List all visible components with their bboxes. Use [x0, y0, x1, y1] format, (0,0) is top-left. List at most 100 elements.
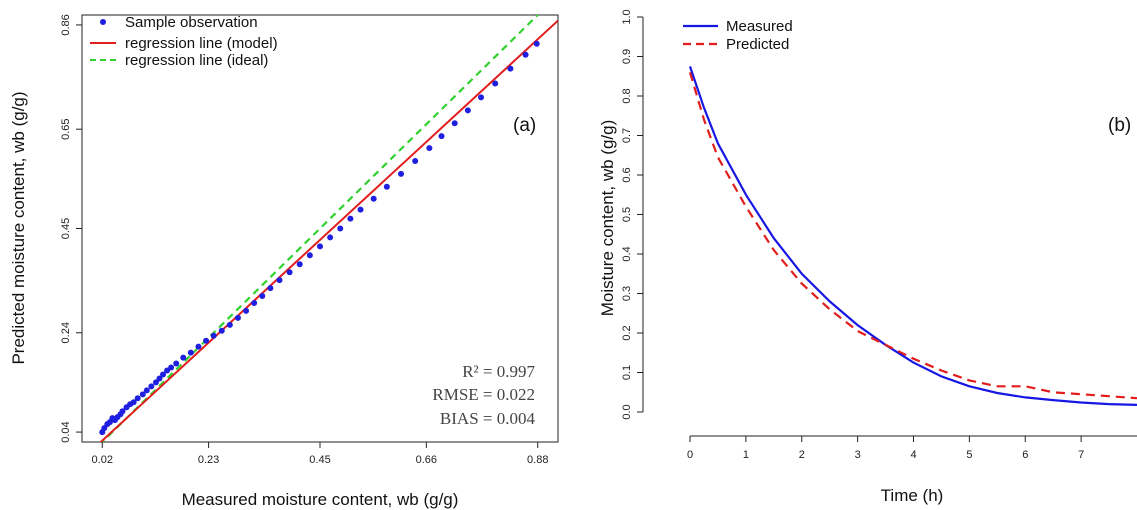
sample-observation-point: [296, 261, 303, 268]
sample-observation-point: [426, 145, 433, 152]
panel-b-y-tick-label: 0.6: [621, 167, 633, 182]
legend-marker-points: [100, 19, 106, 25]
panel-b-x-tick-label: 2: [799, 449, 805, 461]
sample-observation-point: [210, 332, 217, 339]
legend-label-ideal: regression line (ideal): [125, 52, 268, 69]
panel-a-scatter: 0.02 0.23 0.45 0.66 0.88 0.04 0.24 0.45 0.65 0.86…: [9, 14, 559, 509]
stat-r2: R² = 0.997: [462, 362, 535, 381]
panel-a-x-tick-label: 0.45: [309, 454, 330, 466]
sample-observation-point: [226, 321, 233, 328]
sample-observation-point: [251, 299, 258, 306]
panel-b-y-tick-label: 0.7: [621, 128, 633, 143]
panel-a-y-tick-label: 0.65: [60, 118, 72, 139]
sample-observation-point: [180, 354, 187, 361]
sample-observation-point: [451, 120, 458, 127]
panel-a-x-tick-label: 0.66: [416, 454, 437, 466]
sample-observation-point: [478, 94, 485, 101]
sample-observation-point: [464, 107, 471, 114]
legend-label-predicted: Predicted: [726, 36, 789, 53]
sample-observation-point: [438, 133, 445, 140]
sample-observation-point: [347, 215, 354, 222]
sample-observation-point: [134, 395, 141, 402]
panel-a-y-axis-title: Predicted moisture content, wb (g/g): [9, 91, 28, 364]
sample-observation-point: [507, 65, 514, 72]
sample-observation-point: [243, 307, 250, 314]
panel-b-x-tick-label: 5: [966, 449, 972, 461]
panel-a-y-tick-label: 0.04: [60, 421, 72, 442]
panel-a-x-tick-label: 0.88: [527, 454, 548, 466]
panel-b-y-tick-label: 0.5: [621, 207, 633, 222]
sample-observation-point: [522, 51, 529, 58]
panel-b-x-tick-label: 3: [855, 449, 861, 461]
panel-a-y-tick-label: 0.86: [60, 14, 72, 35]
panel-b-legend: Measured Predicted: [683, 18, 793, 53]
panel-a-legend: Sample observation regression line (mode…: [90, 14, 278, 69]
panel-b-y-tick-label: 0.4: [621, 246, 633, 261]
series-measured-line: [688, 66, 1137, 406]
sample-observation-point: [492, 80, 499, 87]
panel-b-y-tick-label: 0.3: [621, 286, 633, 301]
sample-observation-point: [119, 408, 126, 415]
sample-observation-point: [533, 40, 540, 47]
sample-observation-point: [370, 195, 377, 202]
sample-observation-point: [306, 252, 313, 259]
sample-observation-point: [286, 269, 293, 276]
sample-observation-point: [173, 360, 180, 367]
sample-observation-point: [276, 277, 283, 284]
panel-b-axes: 0.0 0.1 0.2 0.3 0.4 0.5 0.6 0.7 0.8 0.9 1.0 0 1 2 3 4 5 6…: [621, 9, 1137, 461]
panel-a-x-tick-label: 0.23: [198, 454, 219, 466]
panel-b-line: 0.0 0.1 0.2 0.3 0.4 0.5 0.6 0.7 0.8 0.9 1.0 0 1 2 3 4 5 6…: [598, 9, 1137, 505]
legend-label-measured: Measured: [726, 18, 793, 35]
ideal-regression-line: [100, 15, 540, 442]
panel-a-x-axis-title: Measured moisture content, wb (g/g): [182, 490, 459, 509]
sample-observation-point: [357, 206, 364, 213]
panel-b-x-tick-label: 1: [743, 449, 749, 461]
sample-observation-point: [143, 387, 150, 394]
sample-observation-point: [317, 243, 323, 250]
panel-b-y-tick-label: 1.0: [621, 9, 633, 24]
sample-observation-point: [234, 314, 241, 321]
panel-b-y-tick-label: 0.1: [621, 365, 633, 380]
sample-observation-point: [259, 293, 266, 300]
legend-label-sample-observation: Sample observation: [125, 14, 258, 31]
panel-a-y-tick-label: 0.45: [60, 218, 72, 239]
panel-a-ticks: 0.02 0.23 0.45 0.66 0.88 0.04 0.24 0.45 0.65 0.86: [60, 14, 548, 466]
panel-b-x-tick-label: 4: [910, 449, 916, 461]
panel-b-x-tick-label: 6: [1022, 449, 1028, 461]
sample-observation-point: [168, 364, 175, 371]
legend-label-model: regression line (model): [125, 35, 278, 52]
panel-b-x-tick-label: 0: [687, 449, 693, 461]
sample-observation-point: [398, 170, 405, 177]
sample-observation-point: [195, 343, 202, 350]
panel-b-x-axis-title: Time (h): [881, 486, 944, 505]
panel-b-y-tick-label: 0.8: [621, 88, 633, 103]
panel-a-label: (a): [513, 115, 536, 136]
sample-observation-point: [187, 349, 194, 356]
sample-observation-point: [148, 383, 155, 390]
stat-rmse: RMSE = 0.022: [432, 385, 535, 404]
sample-observation-point: [327, 234, 334, 241]
fit-statistics: R² = 0.997 RMSE = 0.022 BIAS = 0.004: [432, 362, 535, 428]
panel-a-x-tick-label: 0.02: [92, 454, 113, 466]
sample-observation-point: [130, 399, 137, 406]
stat-bias: BIAS = 0.004: [440, 409, 536, 428]
sample-observation-point: [152, 379, 159, 386]
model-regression-line: [99, 19, 558, 442]
sample-observation-points: [99, 40, 540, 436]
panel-b-y-axis-title: Moisture content, wb (g/g): [598, 120, 617, 317]
panel-b-y-tick-label: 0.0: [621, 404, 633, 419]
sample-observation-point: [139, 391, 146, 398]
panel-b-y-tick-label: 0.9: [621, 49, 633, 64]
sample-observation-point: [412, 157, 419, 164]
sample-observation-point: [267, 285, 274, 292]
sample-observation-point: [218, 327, 225, 334]
panel-b-x-tick-label: 7: [1078, 449, 1084, 461]
sample-observation-point: [160, 371, 167, 378]
sample-observation-point: [383, 183, 390, 190]
series-predicted-line: [688, 71, 1137, 400]
panel-a-y-tick-label: 0.24: [60, 322, 72, 343]
sample-observation-point: [156, 375, 163, 382]
panel-b-label: (b): [1108, 115, 1131, 136]
